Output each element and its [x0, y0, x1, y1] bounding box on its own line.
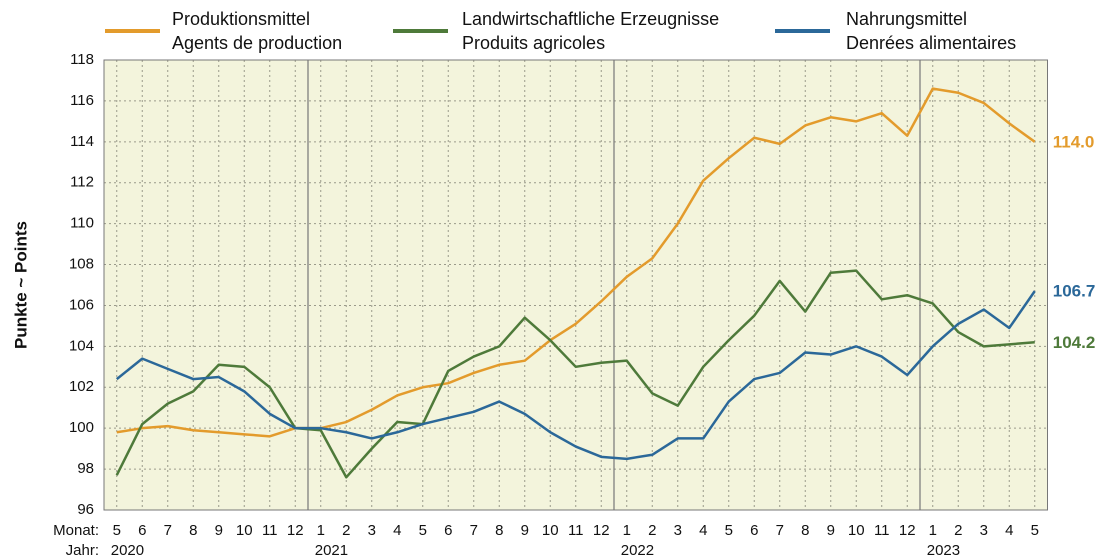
- y-tick-label: 100: [69, 419, 94, 436]
- x-month-label: Monat:: [53, 522, 99, 539]
- x-tick-label: 5: [1031, 522, 1039, 539]
- year-label: 2022: [621, 542, 654, 559]
- y-tick-label: 112: [70, 174, 94, 191]
- x-tick-label: 8: [189, 522, 197, 539]
- end-label: 114.0: [1053, 132, 1095, 151]
- x-year-label: Jahr:: [66, 542, 99, 559]
- x-tick-label: 7: [470, 522, 478, 539]
- x-tick-label: 3: [674, 522, 682, 539]
- x-tick-label: 6: [138, 522, 146, 539]
- x-tick-label: 11: [568, 522, 584, 539]
- y-tick-label: 96: [77, 501, 94, 518]
- legend-label: Nahrungsmittel: [846, 9, 967, 29]
- x-tick-label: 4: [1005, 522, 1013, 539]
- y-tick-label: 116: [70, 92, 94, 109]
- year-label: 2023: [927, 542, 960, 559]
- y-tick-label: 98: [77, 460, 94, 477]
- x-tick-label: 8: [495, 522, 503, 539]
- x-tick-label: 10: [236, 522, 253, 539]
- y-tick-label: 104: [69, 337, 94, 354]
- x-tick-label: 11: [874, 522, 890, 539]
- x-tick-label: 7: [776, 522, 784, 539]
- plot-frame: [103, 59, 1048, 511]
- end-label: 104.2: [1053, 333, 1096, 352]
- x-tick-label: 12: [287, 522, 304, 539]
- x-tick-label: 12: [593, 522, 610, 539]
- x-tick-label: 3: [368, 522, 376, 539]
- y-tick-label: 118: [70, 51, 94, 68]
- legend-label: Landwirtschaftliche Erzeugnisse: [462, 9, 719, 29]
- x-tick-label: 1: [929, 522, 937, 539]
- legend-label: Denrées alimentaires: [846, 33, 1016, 53]
- x-tick-label: 1: [623, 522, 631, 539]
- x-tick-label: 6: [444, 522, 452, 539]
- y-tick-label: 110: [70, 215, 94, 232]
- x-tick-label: 12: [899, 522, 916, 539]
- x-tick-label: 2: [342, 522, 350, 539]
- x-tick-label: 4: [699, 522, 707, 539]
- series-line: [115, 269, 1035, 479]
- x-tick-label: 10: [848, 522, 865, 539]
- x-tick-label: 5: [725, 522, 733, 539]
- legend-label: Produktionsmittel: [172, 9, 310, 29]
- x-tick-label: 6: [750, 522, 758, 539]
- x-tick-label: 9: [215, 522, 223, 539]
- x-tick-label: 10: [542, 522, 559, 539]
- end-label: 106.7: [1053, 282, 1096, 301]
- series-line: [115, 290, 1036, 461]
- x-tick-label: 2: [648, 522, 656, 539]
- y-tick-label: 114: [70, 133, 94, 150]
- series-line: [116, 87, 1036, 438]
- y-axis-label: Punkte ~ Points: [11, 221, 30, 349]
- x-tick-label: 8: [801, 522, 809, 539]
- y-tick-label: 102: [69, 378, 94, 395]
- legend-label: Produits agricoles: [462, 33, 605, 53]
- x-tick-label: 11: [262, 522, 278, 539]
- x-tick-label: 3: [980, 522, 988, 539]
- year-label: 2020: [111, 542, 144, 559]
- x-tick-label: 5: [113, 522, 121, 539]
- x-tick-label: 5: [419, 522, 427, 539]
- x-tick-label: 2: [954, 522, 962, 539]
- x-tick-label: 9: [827, 522, 835, 539]
- y-tick-label: 108: [69, 256, 94, 273]
- x-tick-label: 9: [521, 522, 529, 539]
- x-tick-label: 4: [393, 522, 401, 539]
- y-tick-label: 106: [69, 296, 94, 313]
- year-label: 2021: [315, 542, 348, 559]
- legend-label: Agents de production: [172, 33, 342, 53]
- x-tick-label: 7: [164, 522, 172, 539]
- x-tick-label: 1: [317, 522, 325, 539]
